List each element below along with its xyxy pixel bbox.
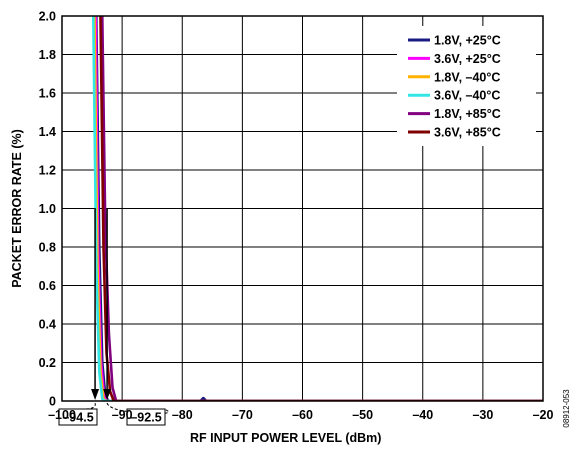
x-tick-label: –50 [352, 408, 373, 422]
y-tick-label: 0.6 [39, 279, 56, 293]
y-tick-label: 2.0 [39, 10, 56, 24]
figure-id: 08912-053 [562, 389, 571, 428]
legend-label: 1.8V, +25°C [434, 34, 501, 48]
legend-label: 3.6V, –40°C [434, 89, 500, 103]
threshold-label-box [126, 408, 166, 426]
x-tick-label: –60 [292, 408, 313, 422]
threshold-leader-line [83, 402, 96, 410]
y-tick-labels: 0 0.2 0.4 0.6 0.8 1.0 1.2 1.4 1.6 1.8 2.0 [39, 10, 56, 409]
legend-label: 3.6V, +25°C [434, 52, 501, 66]
threshold-callouts: –94.5 –92.5 [58, 208, 169, 426]
x-tick-label: –20 [533, 408, 554, 422]
x-tick-label: –90 [112, 408, 133, 422]
threshold-label: –94.5 [62, 411, 93, 425]
threshold-leader-line [106, 402, 169, 414]
x-tick-label: –30 [472, 408, 493, 422]
legend-label: 1.8V, +85°C [434, 107, 501, 121]
y-tick-label: 1.0 [39, 202, 56, 216]
threshold-arrow-head [91, 389, 100, 400]
legend: 1.8V, +25°C 3.6V, +25°C 1.8V, –40°C 3.6V, –… [397, 26, 536, 146]
threshold-label: –92.5 [130, 411, 161, 425]
y-tick-label: 0.4 [39, 318, 56, 332]
x-tick-label: –100 [48, 408, 76, 422]
x-tick-label: –80 [172, 408, 193, 422]
legend-background [397, 26, 536, 146]
y-tick-label: 1.8 [39, 48, 56, 62]
y-tick-label: 1.6 [39, 87, 56, 101]
legend-label: 1.8V, –40°C [434, 70, 500, 84]
y-tick-label: 1.4 [39, 125, 56, 139]
y-tick-label: 1.2 [39, 164, 56, 178]
series-line [100, 16, 543, 401]
y-tick-label: 0.8 [39, 241, 56, 255]
series-line [99, 16, 543, 401]
threshold-arrow-head [103, 389, 112, 400]
y-tick-label: 0.2 [39, 356, 56, 370]
x-tick-label: –70 [232, 408, 253, 422]
x-tick-label: –40 [412, 408, 433, 422]
x-tick-labels: –100 –90 –80 –70 –60 –50 –40 –30 –20 [48, 408, 553, 422]
y-tick-label: 0 [49, 395, 56, 409]
y-axis-title: PACKET ERROR RATE (%) [10, 129, 24, 288]
threshold-label-box [58, 408, 98, 426]
x-axis-title: RF INPUT POWER LEVEL (dBm) [190, 431, 381, 445]
legend-label: 3.6V, +85°C [434, 126, 501, 140]
plot-frame [61, 15, 544, 402]
